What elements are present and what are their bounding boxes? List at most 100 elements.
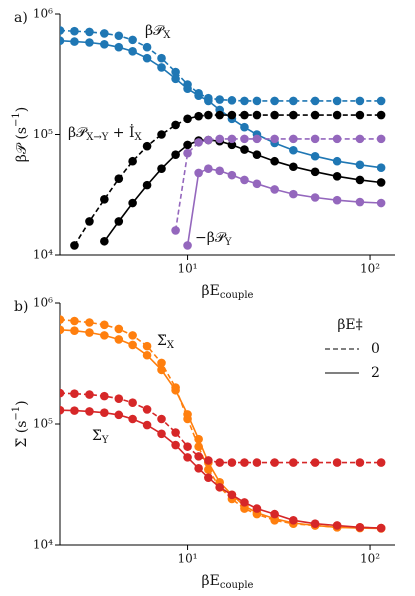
data-point <box>252 110 262 120</box>
series-line <box>60 409 382 529</box>
data-point <box>157 53 166 63</box>
data-point <box>142 141 152 151</box>
panel-label: b) <box>14 299 28 315</box>
annotation: −β𝒫Y <box>195 230 232 248</box>
data-point <box>114 217 124 226</box>
data-point <box>355 96 365 106</box>
data-point <box>171 385 180 395</box>
data-point <box>215 110 224 120</box>
data-point <box>270 156 279 166</box>
x-axis-label: βEcouple <box>202 283 254 301</box>
data-point <box>270 110 279 120</box>
data-point <box>355 523 365 532</box>
data-point <box>332 521 342 530</box>
data-point <box>183 114 192 124</box>
data-point <box>100 236 109 246</box>
y-tick-label: 10⁵ <box>33 127 53 141</box>
data-point <box>332 195 342 205</box>
data-point <box>240 498 249 507</box>
data-point <box>204 110 213 120</box>
data-point <box>240 134 249 144</box>
data-point <box>332 156 342 166</box>
data-point <box>310 134 320 144</box>
data-point <box>270 458 279 467</box>
series-line <box>60 29 382 102</box>
data-point <box>289 145 298 155</box>
data-point <box>310 110 320 120</box>
y-axis-label-part: −1 <box>11 112 22 127</box>
annotation-part: Σ̇ <box>157 333 167 349</box>
data-point <box>114 174 124 183</box>
data-point <box>252 150 262 159</box>
data-point <box>376 178 386 187</box>
data-point <box>142 420 152 430</box>
data-point <box>270 134 279 144</box>
data-point <box>215 134 224 144</box>
data-point <box>310 458 320 467</box>
data-point <box>142 53 152 63</box>
data-point <box>183 241 192 250</box>
data-point <box>194 464 203 473</box>
data-point <box>215 458 224 467</box>
data-point <box>376 163 386 173</box>
x-axis-label: βEcouple <box>202 573 254 591</box>
data-point <box>60 36 65 46</box>
y-tick-label: 10⁴ <box>33 538 53 552</box>
x-tick-label: 10² <box>360 262 380 276</box>
data-point <box>240 458 249 467</box>
data-point <box>227 170 237 180</box>
data-point <box>204 135 213 145</box>
data-point <box>332 458 342 467</box>
data-point <box>252 179 262 189</box>
series-line <box>103 139 382 242</box>
data-point <box>204 96 213 106</box>
annotation: Σ̇X <box>157 333 175 351</box>
data-point <box>70 241 79 250</box>
data-point <box>183 442 192 451</box>
data-point <box>171 428 180 437</box>
data-point <box>204 164 213 174</box>
annotation: β𝒫X <box>145 23 171 41</box>
data-point <box>289 110 298 120</box>
data-point <box>114 31 124 41</box>
data-point <box>376 523 386 533</box>
data-point <box>183 84 192 93</box>
data-point <box>215 95 224 104</box>
data-point <box>70 26 79 36</box>
data-point <box>376 96 386 106</box>
annotation: β𝒫X→Y + İX <box>68 123 142 143</box>
data-point <box>355 458 365 467</box>
data-point <box>100 29 109 38</box>
data-point <box>128 35 137 45</box>
data-point <box>157 164 166 174</box>
data-point <box>332 96 342 106</box>
data-point <box>171 226 180 235</box>
data-point <box>194 91 203 100</box>
annotation-part: X <box>134 132 142 143</box>
data-point <box>114 410 124 420</box>
data-point <box>85 27 94 37</box>
y-axis-label: β𝒫 (s−1) <box>11 107 31 163</box>
data-point <box>157 365 166 375</box>
annotation: Σ̇Y <box>92 428 109 446</box>
x-axis-label-part: couple <box>220 290 254 301</box>
data-point <box>194 111 203 121</box>
data-point <box>171 120 180 130</box>
data-point <box>60 388 65 398</box>
data-point <box>310 96 320 106</box>
y-tick-label: 10⁶ <box>33 7 53 21</box>
data-point <box>128 47 137 56</box>
data-point <box>171 74 180 84</box>
series-line <box>60 392 382 464</box>
data-point <box>240 175 249 185</box>
data-point <box>60 325 65 335</box>
data-point <box>183 453 192 462</box>
y-axis-label-part: Σ̇ (s <box>14 421 30 448</box>
data-point <box>114 394 124 403</box>
data-point <box>240 110 249 120</box>
annotation-part: Σ̇ <box>92 428 102 444</box>
y-axis-label-part: β𝒫 (s <box>14 127 30 162</box>
data-point <box>100 408 109 417</box>
data-point <box>70 316 79 326</box>
data-point <box>85 217 94 226</box>
